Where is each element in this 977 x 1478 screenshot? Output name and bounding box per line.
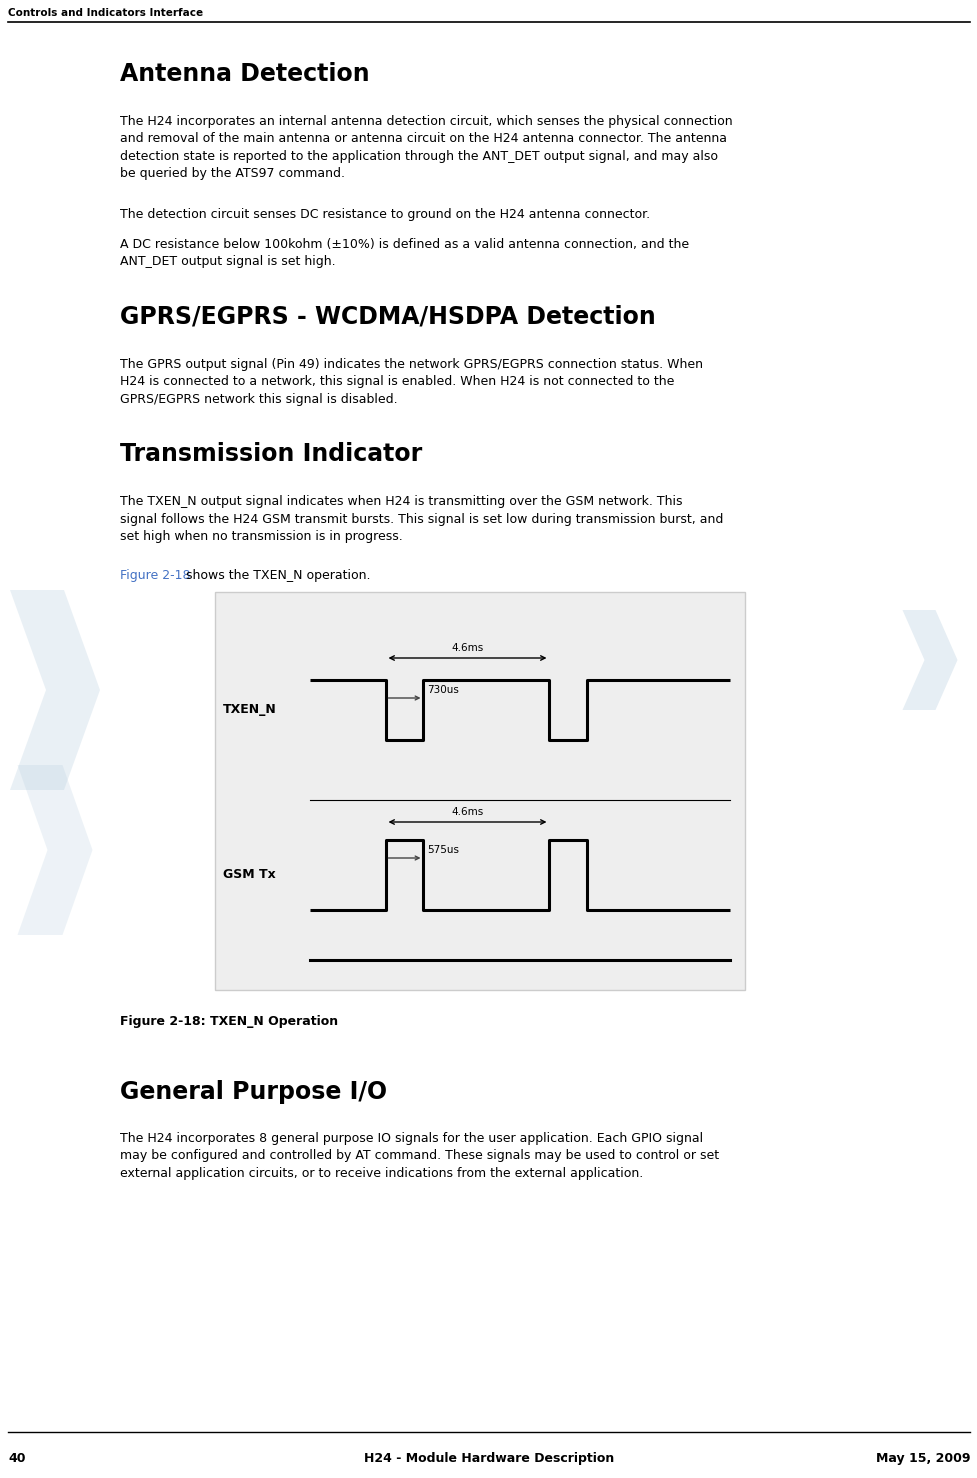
Text: TXEN_N: TXEN_N bbox=[223, 704, 276, 717]
Text: 4.6ms: 4.6ms bbox=[451, 807, 484, 817]
Text: Figure 2-18: Figure 2-18 bbox=[120, 569, 191, 582]
Text: 4.6ms: 4.6ms bbox=[451, 643, 484, 653]
Text: Antenna Detection: Antenna Detection bbox=[120, 62, 369, 86]
Text: The detection circuit senses DC resistance to ground on the H24 antenna connecto: The detection circuit senses DC resistan… bbox=[120, 208, 650, 222]
Text: 575us: 575us bbox=[427, 845, 459, 854]
Text: GPRS/EGPRS - WCDMA/HSDPA Detection: GPRS/EGPRS - WCDMA/HSDPA Detection bbox=[120, 304, 656, 330]
Text: Figure 2-18: TXEN_N Operation: Figure 2-18: TXEN_N Operation bbox=[120, 1015, 338, 1029]
Bar bbox=[215, 593, 744, 990]
Text: GSM Tx: GSM Tx bbox=[223, 869, 276, 881]
Text: A DC resistance below 100kohm (±10%) is defined as a valid antenna connection, a: A DC resistance below 100kohm (±10%) is … bbox=[120, 238, 689, 269]
Polygon shape bbox=[10, 590, 100, 791]
Text: Transmission Indicator: Transmission Indicator bbox=[120, 442, 422, 466]
Text: The H24 incorporates 8 general purpose IO signals for the user application. Each: The H24 incorporates 8 general purpose I… bbox=[120, 1132, 718, 1179]
Polygon shape bbox=[18, 766, 93, 936]
Text: Controls and Indicators Interface: Controls and Indicators Interface bbox=[8, 7, 203, 18]
Text: General Purpose I/O: General Purpose I/O bbox=[120, 1080, 387, 1104]
Polygon shape bbox=[902, 610, 956, 709]
Text: The TXEN_N output signal indicates when H24 is transmitting over the GSM network: The TXEN_N output signal indicates when … bbox=[120, 495, 723, 542]
Text: shows the TXEN_N operation.: shows the TXEN_N operation. bbox=[182, 569, 370, 582]
Text: H24 - Module Hardware Description: H24 - Module Hardware Description bbox=[363, 1451, 614, 1465]
Text: The H24 incorporates an internal antenna detection circuit, which senses the phy: The H24 incorporates an internal antenna… bbox=[120, 115, 732, 180]
Text: 40: 40 bbox=[8, 1451, 25, 1465]
Text: 730us: 730us bbox=[427, 684, 459, 695]
Text: The GPRS output signal (Pin 49) indicates the network GPRS/EGPRS connection stat: The GPRS output signal (Pin 49) indicate… bbox=[120, 358, 702, 406]
Text: May 15, 2009: May 15, 2009 bbox=[874, 1451, 969, 1465]
